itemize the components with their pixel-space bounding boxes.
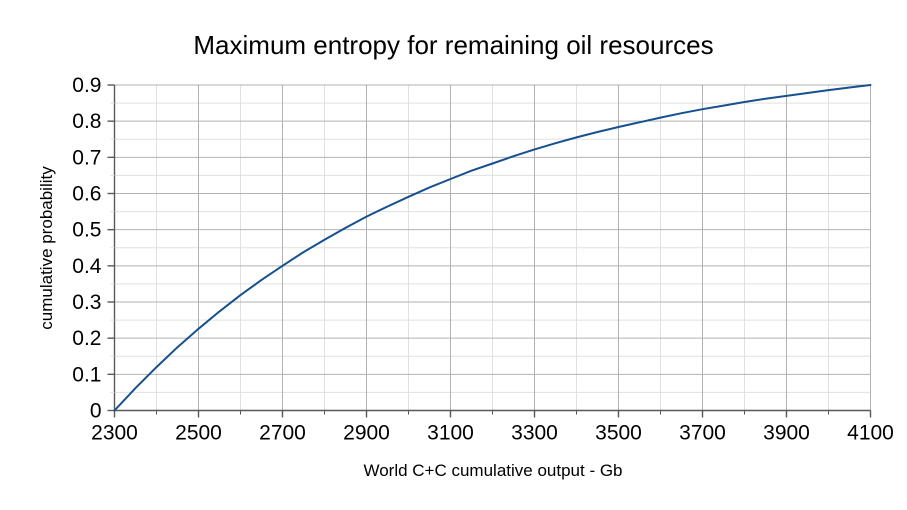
- x-tick-label: 2300: [91, 422, 138, 445]
- x-tick-label: 3100: [427, 422, 474, 445]
- x-tick-label: 3500: [595, 422, 642, 445]
- x-tick-label: 3700: [679, 422, 726, 445]
- y-tick-label: 0.2: [72, 327, 101, 350]
- x-tick-label: 2500: [175, 422, 222, 445]
- x-axis-title: World C+C cumulative output - Gb: [363, 461, 623, 480]
- y-tick-label: 0.1: [72, 363, 101, 386]
- y-tick-label: 0.3: [72, 291, 101, 314]
- x-tick-label: 4100: [847, 422, 894, 445]
- y-tick-label: 0.8: [72, 110, 101, 133]
- x-tick-label: 3300: [511, 422, 558, 445]
- x-tick-label: 3900: [763, 422, 810, 445]
- y-tick-label: 0.6: [72, 183, 101, 206]
- x-tick-label: 2700: [259, 422, 306, 445]
- y-tick-label: 0.7: [72, 146, 101, 169]
- y-tick-label: 0.5: [72, 219, 101, 242]
- y-tick-label: 0.4: [72, 255, 102, 278]
- series-lines: [113, 84, 872, 412]
- major-gridlines: [114, 84, 871, 411]
- tick-labels: 2300 2500 2700 2900 3100 3300 3500 3700 3900 4100…: [72, 74, 894, 445]
- y-axis-title: cumulative probability: [37, 166, 56, 330]
- y-tick-label: 0: [90, 400, 102, 423]
- x-tick-label: 2900: [343, 422, 390, 445]
- series-line: [113, 84, 872, 412]
- minor-gridlines: [114, 85, 871, 411]
- tick-marks: [107, 84, 872, 418]
- y-tick-label: 0.9: [72, 74, 101, 97]
- chart-title: Maximum entropy for remaining oil resour…: [193, 30, 714, 60]
